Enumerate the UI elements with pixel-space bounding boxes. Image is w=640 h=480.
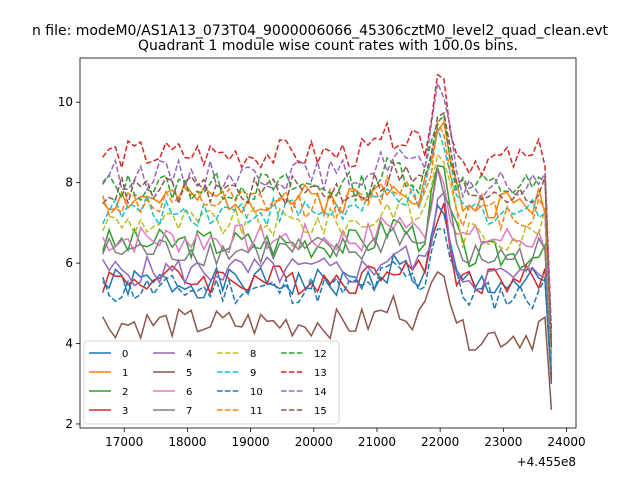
plot-lines	[101, 73, 553, 410]
legend-label-13: 13	[314, 368, 327, 379]
x-axis: 17000 18000 19000 20000 21000 22000 23000 24000	[105, 428, 586, 449]
legend-label-5: 5	[186, 368, 192, 379]
y-tick-label: 2	[65, 417, 73, 431]
x-tick-label: 17000	[105, 435, 143, 449]
series-line-5	[102, 270, 553, 410]
series-line-15	[102, 111, 553, 348]
x-tick-label: 18000	[168, 435, 206, 449]
legend-label-8: 8	[250, 349, 256, 360]
series-line-8	[102, 152, 553, 368]
series-line-13	[102, 73, 553, 332]
series-line-9	[102, 125, 553, 360]
y-tick-label: 10	[58, 95, 73, 109]
legend-label-10: 10	[250, 387, 263, 398]
x-tick-label: 21000	[358, 435, 396, 449]
x-tick-label: 23000	[484, 435, 522, 449]
legend-label-7: 7	[186, 406, 192, 417]
series-line-7	[102, 167, 553, 372]
x-offset-text: +4.455e8	[517, 455, 576, 469]
legend-label-6: 6	[186, 387, 192, 398]
x-tick-label: 19000	[232, 435, 270, 449]
y-tick-label: 6	[65, 256, 73, 270]
series-line-2	[101, 164, 553, 376]
series-line-6	[102, 165, 553, 364]
plot-frame	[79, 57, 577, 429]
legend-frame	[83, 340, 340, 425]
figure-suptitle: n file: modeM0/AS1A13_073T04_9000006066_…	[32, 23, 609, 39]
legend-label-11: 11	[250, 406, 263, 417]
legend-label-14: 14	[314, 387, 327, 398]
series-line-10	[101, 228, 553, 376]
series-line-12	[102, 113, 553, 344]
legend-label-12: 12	[314, 349, 327, 360]
legend-label-15: 15	[314, 406, 327, 417]
y-axis: 2 4 6 8 10	[58, 95, 80, 431]
legend-label-2: 2	[122, 387, 128, 398]
series-line-1	[102, 119, 553, 360]
series-line-14	[102, 80, 553, 340]
chart-title: Quadrant 1 module wise count rates with …	[138, 38, 518, 54]
x-tick-label: 22000	[421, 435, 459, 449]
legend-label-1: 1	[122, 368, 128, 379]
legend-label-4: 4	[186, 349, 192, 360]
legend-label-0: 0	[122, 349, 128, 360]
y-tick-label: 4	[65, 337, 73, 351]
x-tick-label: 24000	[547, 435, 585, 449]
y-tick-label: 8	[65, 176, 73, 190]
legend-label-9: 9	[250, 368, 256, 379]
x-tick-label: 20000	[295, 435, 333, 449]
legend-label-3: 3	[122, 406, 128, 417]
